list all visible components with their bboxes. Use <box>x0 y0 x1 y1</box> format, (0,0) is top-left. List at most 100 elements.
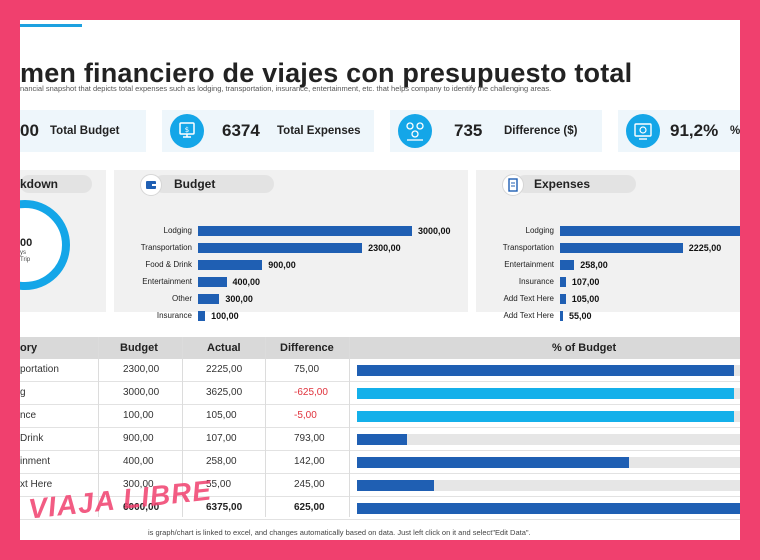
table-row: Drink 900,00 107,00 793,00 <box>20 428 740 451</box>
kpi-value: 91,2% <box>670 121 719 140</box>
pct-bar-fill <box>357 388 735 399</box>
difference-icon <box>398 114 432 148</box>
receipt-icon <box>502 174 524 196</box>
pct-bar-fill <box>357 434 407 445</box>
kpi-label: % <box>730 125 740 137</box>
bar-label: Other <box>171 294 192 303</box>
header-pct-budget: % of Budget <box>552 342 617 354</box>
page-subtitle: nancial snapshot that depicts total expe… <box>20 84 552 93</box>
cell-difference: 75,00 <box>294 364 320 375</box>
svg-text:$: $ <box>185 126 189 134</box>
cell-budget: 400,00 <box>123 456 154 467</box>
cell-budget: 6000,00 <box>123 502 160 513</box>
percent-icon <box>626 114 660 148</box>
footnote: is graph/chart is linked to excel, and c… <box>148 528 531 537</box>
table-row: nce 100,00 105,00 -5,00 <box>20 405 740 428</box>
bar-value: 100,00 <box>211 311 239 321</box>
cell-category: portation <box>20 364 59 375</box>
bar-label: Entertainment <box>504 260 554 269</box>
header-actual: Actual <box>207 342 241 354</box>
budget-title: Budget <box>174 177 216 191</box>
bar-label: Transportation <box>502 243 554 252</box>
cell-budget: 900,00 <box>123 433 154 444</box>
bar-label: Lodging <box>163 226 192 235</box>
cell-difference: 625,00 <box>294 502 325 513</box>
pct-bar-fill <box>357 503 740 514</box>
table-row: 6000,00 6375,00 625,00 <box>20 497 740 520</box>
page-title: men financiero de viajes con presupuesto… <box>20 58 633 88</box>
donut-value: 00 <box>20 237 33 249</box>
cell-actual: 55,00 <box>206 479 232 490</box>
budget-bar <box>198 226 412 236</box>
cell-category: xt Here <box>20 479 53 490</box>
bar-label: Add Text Here <box>503 311 554 320</box>
expenses-title: Expenses <box>534 177 591 191</box>
panel-title-pill <box>20 175 92 193</box>
kpi-total-expenses: $ 6374 Total Expenses <box>162 110 374 152</box>
cell-actual: 3625,00 <box>206 387 243 398</box>
cell-category: Drink <box>20 433 44 444</box>
budget-panel: Budget Lodging 3000,00 Transportation 2300,… <box>114 170 468 321</box>
slide: men financiero de viajes con presupuesto… <box>20 20 740 540</box>
expense-bar <box>560 294 566 304</box>
bar-label: Transportation <box>140 243 192 252</box>
breakdown-title: kdown <box>20 177 58 191</box>
bar-label: Entertainment <box>142 277 192 286</box>
bar-label: Insurance <box>518 277 554 286</box>
kpi-total-budget: 00 Total Budget <box>20 110 146 152</box>
expenses-panel: Expenses Lodging Transportation 2225,00 Ent… <box>476 170 740 321</box>
bar-label: Lodging <box>525 226 554 235</box>
pct-bar-track <box>357 480 740 491</box>
cell-difference: -625,00 <box>294 387 328 398</box>
cell-actual: 107,00 <box>206 433 237 444</box>
bar-value: 105,00 <box>571 294 600 304</box>
bar-value: 2300,00 <box>368 243 401 253</box>
donut-label: Trip <box>20 257 31 263</box>
bar-value: 2225,00 <box>688 243 722 253</box>
budget-bar <box>198 277 227 287</box>
bar-value: 300,00 <box>225 294 253 304</box>
cell-difference: -5,00 <box>294 410 317 421</box>
kpi-label: Difference ($) <box>504 125 578 137</box>
expenses-icon: $ <box>170 114 204 148</box>
pct-bar-track <box>357 365 740 376</box>
expense-bar <box>560 243 683 253</box>
bar-label: Insurance <box>156 311 192 320</box>
pct-bar-fill <box>357 365 735 376</box>
panel-title-pill <box>154 175 274 193</box>
bar-value: 900,00 <box>268 260 296 270</box>
header-budget: Budget <box>120 342 158 354</box>
kpi-label: Total Expenses <box>277 125 361 137</box>
bar-label: Add Text Here <box>503 294 554 303</box>
expense-bar <box>560 277 566 287</box>
cell-budget: 3000,00 <box>123 387 160 398</box>
pct-bar-track <box>357 411 740 422</box>
cell-budget: 2300,00 <box>123 364 160 375</box>
column-divider <box>265 337 266 517</box>
cell-category: nce <box>20 410 37 421</box>
bar-value: 258,00 <box>580 260 608 270</box>
budget-bar <box>198 294 220 304</box>
cell-actual: 6375,00 <box>206 502 243 513</box>
cell-actual: 2225,00 <box>206 364 243 375</box>
pct-bar-track <box>357 388 740 399</box>
table-row: xt Here 300,00 55,00 245,00 <box>20 474 740 497</box>
bar-value: 3000,00 <box>418 226 451 236</box>
pct-bar-fill <box>357 480 434 491</box>
column-divider <box>349 337 350 517</box>
cell-actual: 105,00 <box>206 410 237 421</box>
pct-bar-fill <box>357 457 629 468</box>
budget-bar <box>198 243 363 253</box>
budget-bar <box>198 260 263 270</box>
accent-line <box>20 24 82 27</box>
bar-label: Food & Drink <box>145 260 192 269</box>
kpi-difference: 735 Difference ($) <box>390 110 602 152</box>
pct-bar-track <box>357 434 740 445</box>
bar-value: 55,00 <box>569 311 592 321</box>
donut-label: ys <box>20 250 26 256</box>
expense-bar <box>560 226 740 236</box>
pct-bar-track <box>357 457 740 468</box>
panel-title-pill <box>516 175 636 193</box>
kpi-percent: 91,2% % <box>618 110 740 152</box>
cell-category: inment <box>20 456 51 467</box>
